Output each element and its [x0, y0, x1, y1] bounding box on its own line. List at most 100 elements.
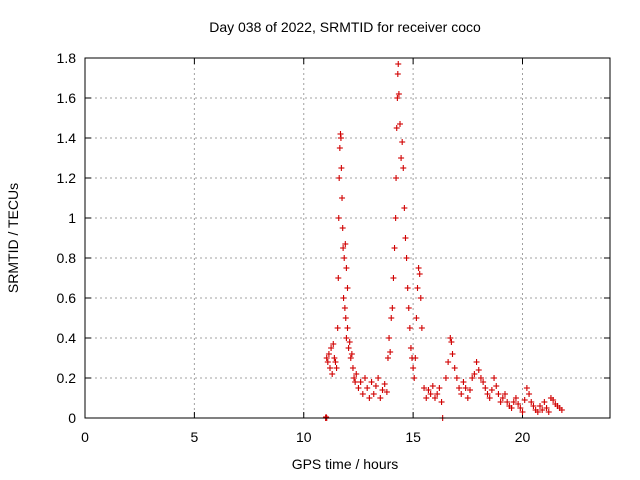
data-point — [338, 165, 345, 171]
data-point — [335, 215, 342, 221]
data-point — [434, 391, 441, 397]
data-point — [366, 395, 373, 401]
data-point — [469, 375, 476, 381]
data-point — [353, 371, 360, 377]
data-point — [499, 395, 506, 401]
data-point — [528, 399, 535, 405]
data-point — [508, 405, 515, 411]
data-point — [464, 395, 471, 401]
data-point — [460, 379, 467, 385]
data-point — [404, 285, 411, 291]
data-point — [427, 391, 434, 397]
data-point — [418, 325, 425, 331]
data-point — [458, 391, 465, 397]
data-point — [415, 265, 422, 271]
data-point — [406, 325, 413, 331]
data-point — [384, 355, 391, 361]
data-point — [539, 407, 546, 413]
x-tick-label: 5 — [190, 429, 198, 445]
data-point — [331, 355, 338, 361]
data-point — [346, 339, 353, 345]
data-point — [399, 139, 406, 145]
chart-title: Day 038 of 2022, SRMTID for receiver coc… — [209, 19, 481, 35]
data-point — [387, 349, 394, 355]
data-point — [504, 399, 511, 405]
data-point — [336, 175, 343, 181]
data-point — [343, 335, 350, 341]
data-point — [359, 391, 366, 397]
data-point — [484, 391, 491, 397]
data-point — [397, 121, 403, 127]
data-point — [502, 391, 508, 397]
data-point — [345, 345, 352, 351]
data-point — [442, 375, 449, 381]
data-point — [438, 399, 445, 405]
data-point — [327, 365, 333, 371]
data-point — [391, 245, 398, 251]
data-point — [410, 365, 417, 371]
data-point — [340, 295, 347, 301]
data-point — [351, 375, 358, 381]
data-point — [436, 385, 443, 391]
data-point — [335, 275, 342, 281]
data-point — [510, 399, 517, 405]
data-point — [330, 341, 337, 347]
data-point — [323, 355, 330, 361]
data-point — [393, 175, 400, 181]
data-point — [475, 367, 482, 373]
data-point — [325, 351, 332, 357]
data-point — [398, 155, 405, 161]
data-point — [370, 391, 377, 397]
data-point — [482, 385, 489, 391]
x-tick-label: 20 — [515, 429, 531, 445]
data-point — [362, 375, 368, 381]
data-point — [550, 397, 557, 403]
data-point — [349, 365, 356, 371]
data-point — [521, 397, 528, 403]
data-point — [517, 405, 524, 411]
data-point — [333, 365, 340, 371]
y-tick-label: 0.6 — [57, 290, 77, 306]
y-tick-label: 1.8 — [57, 50, 77, 66]
data-point — [512, 395, 519, 401]
data-point — [368, 379, 375, 385]
data-point — [388, 315, 395, 321]
data-point — [537, 403, 543, 409]
data-point — [403, 255, 410, 261]
x-tick-labels: 0 5 10 15 20 — [81, 429, 530, 445]
data-point — [344, 285, 351, 291]
data-point — [445, 359, 452, 365]
data-point — [344, 325, 351, 331]
data-point — [425, 387, 432, 393]
data-point — [364, 385, 371, 391]
data-point — [432, 395, 438, 401]
data-point — [413, 315, 420, 321]
data-point — [342, 241, 349, 247]
data-point — [526, 391, 533, 397]
data-point — [449, 351, 456, 357]
data-point — [447, 335, 454, 341]
plot-frame — [84, 57, 611, 419]
data-point — [416, 271, 423, 277]
data-point — [558, 407, 565, 413]
data-point — [421, 385, 428, 391]
x-tick-label: 10 — [296, 429, 312, 445]
y-tick-labels: 0 0.2 0.4 0.6 0.8 1 1.2 1.4 1.6 1.8 — [57, 50, 77, 426]
y-tick-label: 1.6 — [57, 90, 77, 106]
y-axis-label: SRMTID / TECUs — [5, 183, 21, 293]
y-tick-label: 0.8 — [57, 250, 77, 266]
data-point — [471, 371, 478, 377]
data-point — [332, 359, 339, 365]
data-point — [355, 385, 362, 391]
data-point — [486, 395, 493, 401]
y-tick-label: 1 — [68, 210, 76, 226]
data-point — [394, 71, 401, 77]
data-point — [456, 385, 463, 391]
data-point — [381, 381, 388, 387]
data-point — [347, 355, 354, 361]
data-point — [401, 205, 408, 211]
data-point — [386, 335, 393, 341]
data-point — [379, 387, 386, 393]
data-point — [545, 409, 552, 415]
data-point — [324, 359, 331, 365]
